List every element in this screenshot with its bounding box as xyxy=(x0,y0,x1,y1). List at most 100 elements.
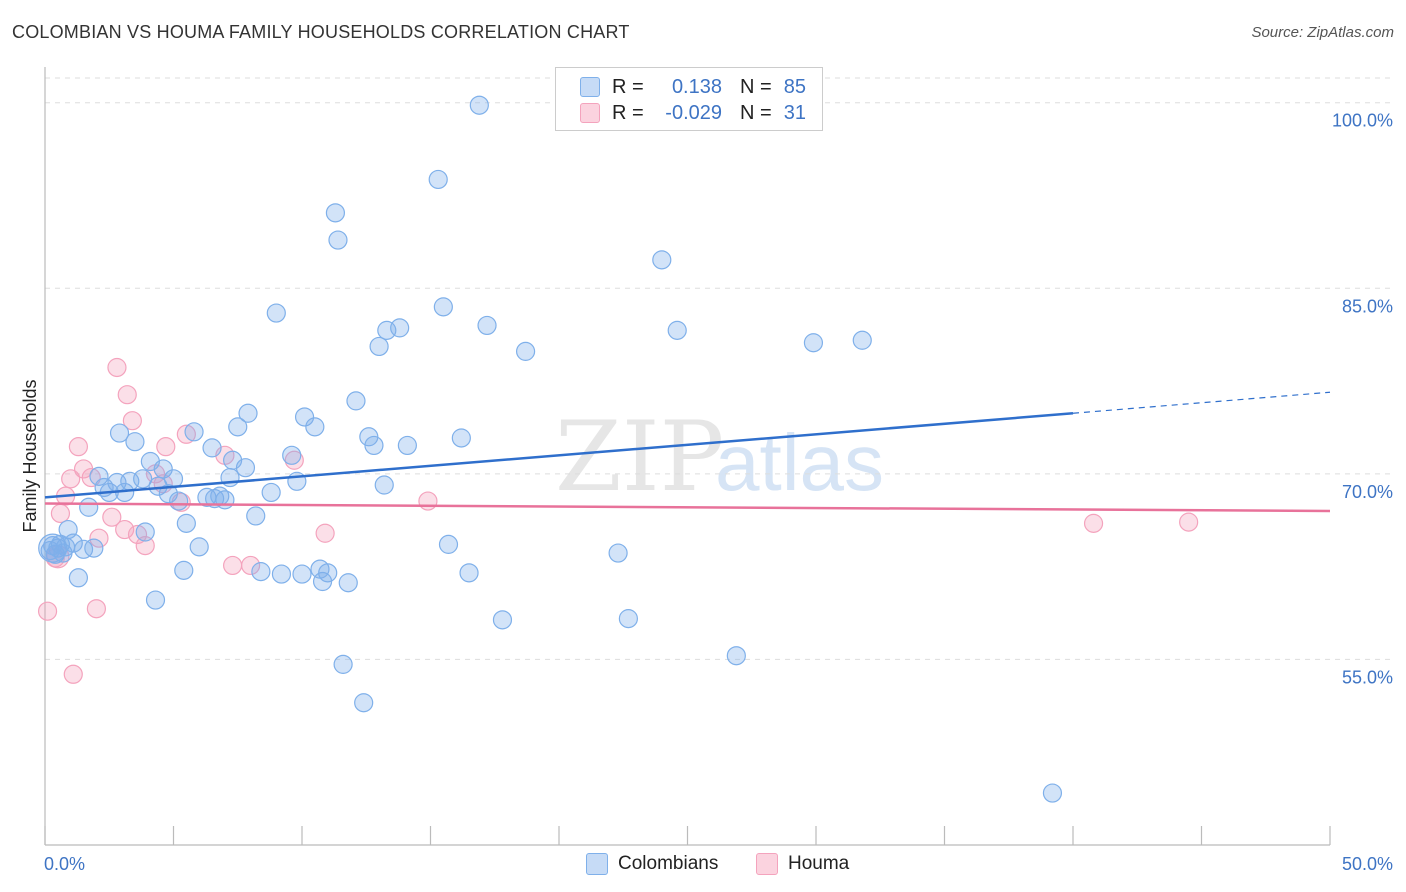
houma-swatch xyxy=(756,853,778,875)
houma-point xyxy=(223,555,243,576)
legend-n-value: 31 xyxy=(783,101,806,124)
colombians-point xyxy=(328,230,348,250)
legend-r-value: 0.138 xyxy=(671,75,722,98)
y-tick-label: 55.0% xyxy=(1342,667,1393,687)
colombians-point xyxy=(294,407,315,427)
colombians-point xyxy=(79,497,99,517)
legend-r-value: -0.029 xyxy=(665,101,722,124)
colombians-point xyxy=(397,435,417,456)
tick-labels: 55.0% 70.0% 85.0% 100.0% 0.0% 50.0% xyxy=(44,111,1393,874)
y-axis-label: Family Households xyxy=(20,379,40,532)
colombians-point xyxy=(1042,783,1063,803)
colombians-point xyxy=(202,438,222,458)
colombians-point xyxy=(38,533,68,563)
colombians-point xyxy=(515,341,536,361)
colombians-point xyxy=(125,432,145,452)
houma-point xyxy=(418,491,438,511)
colombians-point xyxy=(477,315,497,336)
colombians-point xyxy=(174,560,194,580)
colombians-point xyxy=(369,336,389,357)
houma-point xyxy=(50,503,71,524)
legend-label-colombians: Colombians xyxy=(618,853,719,874)
colombians-point xyxy=(459,563,479,583)
colombians-point xyxy=(451,428,471,448)
colombians-point xyxy=(338,573,358,593)
x-tick-label: 0.0% xyxy=(44,854,85,874)
houma-point xyxy=(176,424,196,444)
colombians-swatch xyxy=(580,77,600,97)
colombians-point xyxy=(153,459,173,479)
houma-point xyxy=(89,528,109,548)
watermark-atlas: atlas xyxy=(715,418,884,507)
legend-row-houma: R = -0.029 N = 31 xyxy=(580,100,806,126)
houma-point xyxy=(86,599,107,619)
colombians-point xyxy=(390,318,410,338)
colombians-swatch xyxy=(586,853,608,875)
colombians-points xyxy=(38,95,1063,803)
legend-item-colombians: Colombians xyxy=(586,851,718,877)
houma-trendline xyxy=(44,502,1331,513)
colombians-point xyxy=(133,469,153,489)
watermark: ZIP atlas xyxy=(555,401,884,513)
colombians-point xyxy=(89,466,109,486)
houma-point xyxy=(315,523,335,543)
colombians-point xyxy=(433,297,453,317)
colombians-point xyxy=(428,169,448,190)
houma-point xyxy=(37,601,58,621)
legend-n-label: N = xyxy=(740,75,772,98)
axes xyxy=(44,67,1331,846)
colombians-point xyxy=(246,506,266,526)
houma-point xyxy=(102,507,122,527)
houma-swatch xyxy=(580,103,600,123)
legend-r-label: R = xyxy=(612,75,644,98)
colombians-point xyxy=(333,654,353,674)
colombians-point xyxy=(608,543,628,563)
legend-n-value: 85 xyxy=(783,75,806,98)
colombians-point xyxy=(215,490,235,510)
houma-point xyxy=(1083,513,1104,533)
y-tick-label: 100.0% xyxy=(1332,111,1393,131)
houma-point xyxy=(63,664,83,684)
colombians-trendline-extension xyxy=(1072,391,1331,414)
colombians-point xyxy=(305,417,325,437)
houma-point xyxy=(61,469,81,489)
colombians-point xyxy=(469,95,489,115)
houma-point xyxy=(122,411,142,431)
legend-item-houma: Houma xyxy=(756,851,849,877)
legend-r-label: R = xyxy=(612,101,644,124)
colombians-point xyxy=(228,417,248,437)
colombians-point xyxy=(271,564,292,584)
colombians-point xyxy=(158,484,178,504)
colombians-point xyxy=(852,330,872,350)
colombians-point xyxy=(364,435,384,456)
houma-point xyxy=(107,357,127,378)
colombians-point xyxy=(318,563,338,583)
colombians-point xyxy=(189,537,209,557)
legend-n-label: N = xyxy=(740,101,772,124)
houma-point xyxy=(117,385,137,405)
colombians-point xyxy=(266,303,286,323)
colombians-point xyxy=(176,513,196,533)
houma-point xyxy=(68,437,89,457)
chart-source: Source: ZipAtlas.com xyxy=(1251,24,1394,41)
x-tick-label: 50.0% xyxy=(1342,854,1393,874)
colombians-point xyxy=(325,203,346,223)
houma-point xyxy=(284,450,304,470)
colombians-point xyxy=(354,693,374,713)
houma-point xyxy=(241,555,261,576)
correlation-legend: R = 0.138 N = 85 R = -0.029 N = 31 xyxy=(555,67,823,131)
legend-label-houma: Houma xyxy=(788,853,850,874)
colombians-point xyxy=(346,391,366,411)
houma-point xyxy=(135,536,155,556)
colombians-point xyxy=(235,458,256,478)
colombians-point xyxy=(169,491,189,511)
watermark-zip: ZIP xyxy=(555,401,724,513)
colombians-point xyxy=(261,482,281,503)
colombians-point xyxy=(652,250,672,270)
chart-title: COLOMBIAN VS HOUMA FAMILY HOUSEHOLDS COR… xyxy=(12,22,630,42)
colombians-point xyxy=(109,423,130,443)
houma-point xyxy=(156,437,176,457)
colombians-point xyxy=(205,489,225,509)
houma-point xyxy=(1179,512,1199,532)
